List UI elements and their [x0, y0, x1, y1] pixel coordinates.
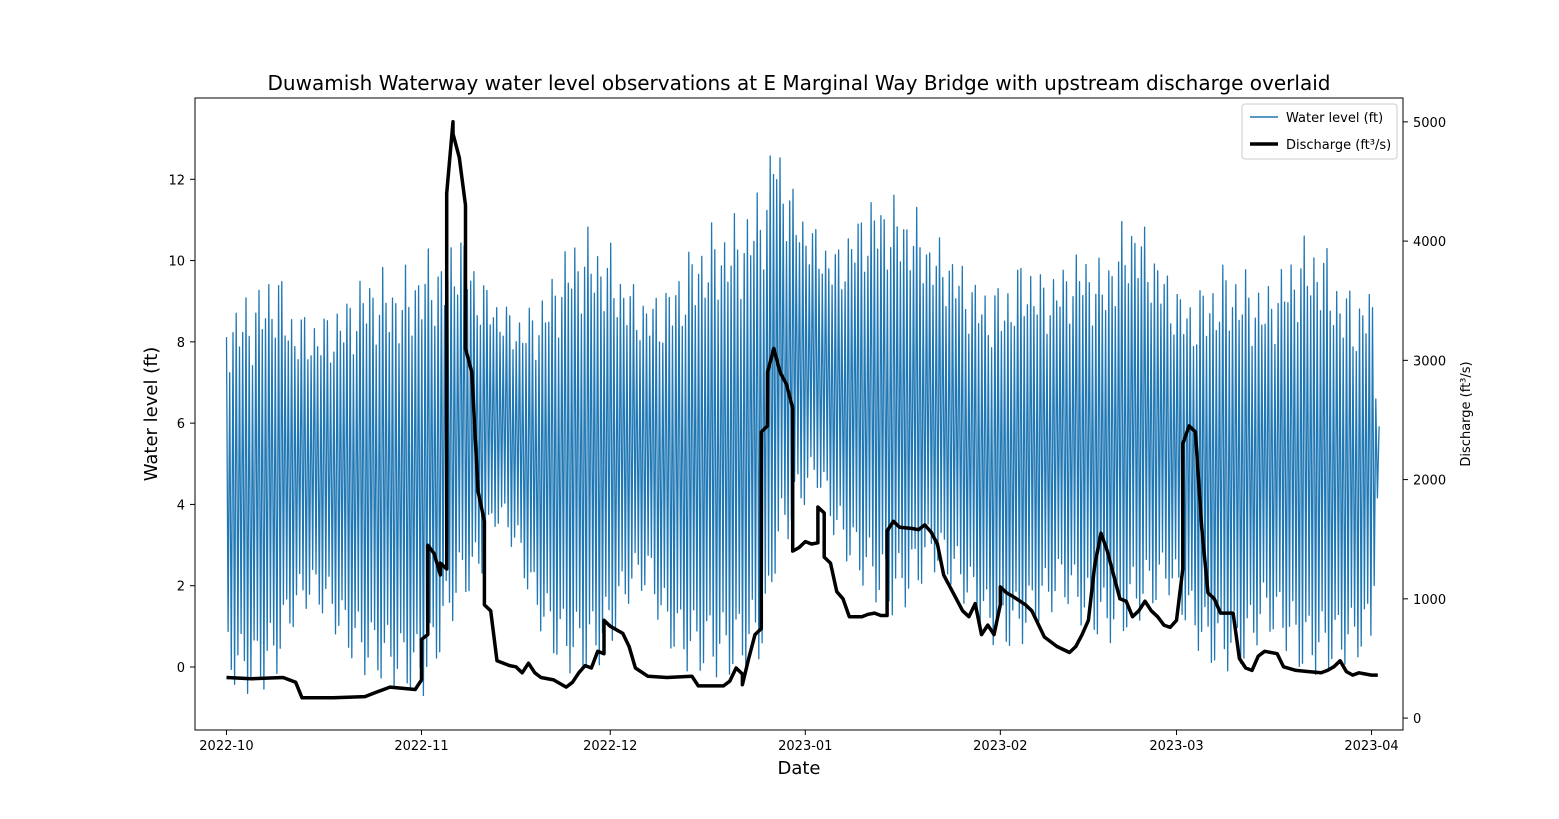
series-layer — [225, 120, 1380, 700]
x-tick-label-5: 2023-03 — [1149, 739, 1203, 754]
y2-tick-label-2: 2000 — [1413, 474, 1446, 489]
y-tick-label-0: 0 — [177, 661, 185, 676]
legend-water-label: Water level (ft) — [1286, 111, 1383, 126]
y-tick-label-1: 2 — [177, 580, 185, 595]
x-tick-label-1: 2022-11 — [394, 739, 448, 754]
x-tick-label-2: 2022-12 — [583, 739, 637, 754]
y-tick-label-3: 6 — [177, 417, 185, 432]
y-tick-label-2: 4 — [177, 498, 185, 513]
legend-box — [1241, 103, 1398, 160]
x-tick-label-0: 2022-10 — [199, 739, 253, 754]
y2-tick-label-3: 3000 — [1413, 354, 1446, 369]
x-tick-label-6: 2023-04 — [1344, 739, 1398, 754]
axes-layer: 2022-10 2022-11 2022-12 2023-01 2023-02 2023-… — [168, 116, 1446, 754]
y-tick-label-5: 10 — [168, 255, 185, 270]
y2-tick-label-5: 5000 — [1413, 116, 1446, 131]
plot-frame — [194, 97, 1404, 731]
y-axis-label: Water level (ft) — [141, 347, 162, 482]
y2-axis-label: Discharge (ft³/s) — [1459, 361, 1474, 466]
y2-tick-label-0: 0 — [1413, 712, 1421, 727]
y-tick-label-6: 12 — [168, 173, 185, 188]
legend: Water level (ft) Discharge (ft³/s) — [1241, 103, 1398, 160]
water-level-line — [225, 155, 1380, 697]
chart-title: Duwamish Waterway water level observatio… — [268, 71, 1331, 95]
x-tick-label-3: 2023-01 — [778, 739, 832, 754]
legend-discharge-label: Discharge (ft³/s) — [1286, 138, 1391, 153]
discharge-line — [226, 120, 1378, 700]
x-axis-label: Date — [777, 758, 820, 779]
y2-tick-label-1: 1000 — [1413, 593, 1446, 608]
x-tick-label-4: 2023-02 — [973, 739, 1027, 754]
y-tick-label-4: 8 — [177, 336, 185, 351]
y2-tick-label-4: 4000 — [1413, 235, 1446, 250]
